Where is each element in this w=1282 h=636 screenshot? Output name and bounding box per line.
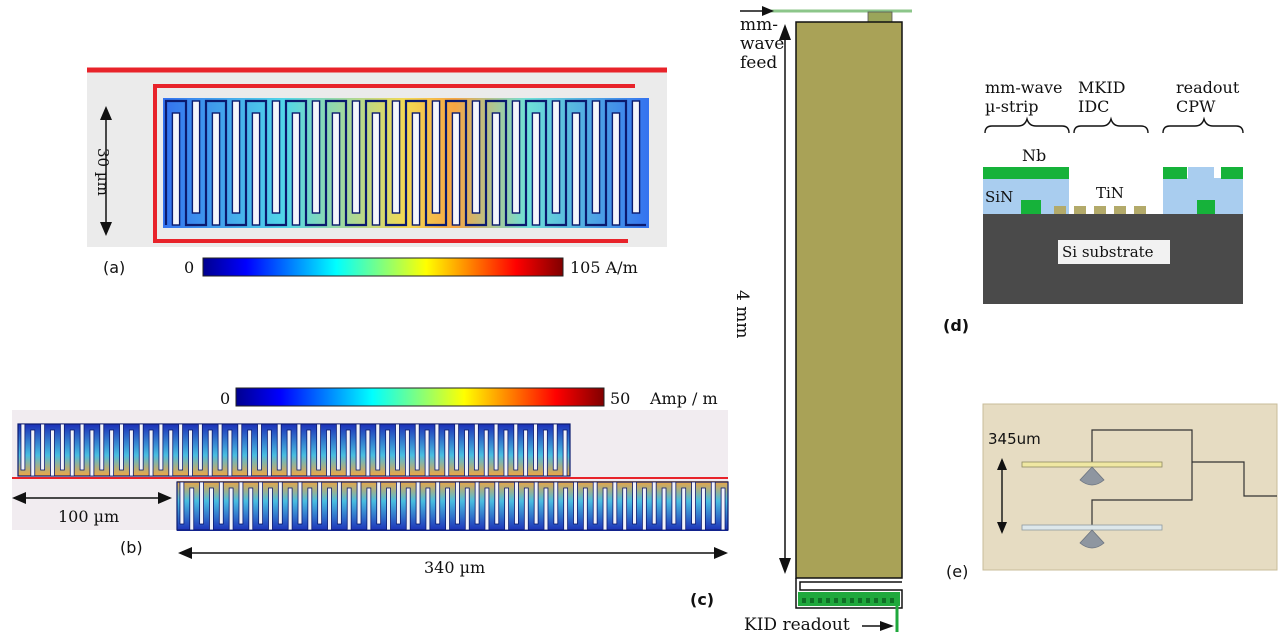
panel-d-brace-3 [1162, 116, 1244, 134]
panel-b-short-idc-fingers [17, 423, 571, 477]
panel-a-colorbar-min: 0 [184, 258, 195, 277]
panel-b-colorbar [235, 387, 605, 407]
panel-d-col2-line2: IDC [1078, 97, 1110, 116]
panel-d-tin-label: TiN [1096, 184, 1124, 202]
panel-d-tin-fingers [1054, 206, 1146, 214]
panel-c-bottom-trace [795, 578, 903, 609]
panel-d-col3-header: readout CPW [1176, 78, 1239, 116]
panel-e-feed-wiring [1192, 461, 1277, 497]
panel-b-long-idc-fingers [176, 481, 729, 531]
panel-e-dimension-label: 345um [988, 430, 1041, 448]
panel-a-idc-fingers [164, 99, 646, 227]
panel-c-capacitor [795, 21, 903, 579]
panel-c-readout-arrow [880, 621, 894, 631]
panel-d-col1-header: mm-wave µ-strip [985, 78, 1063, 116]
panel-c-feed-label-line3: feed [740, 53, 778, 73]
panel-d-col1-line2: µ-strip [985, 97, 1039, 116]
panel-c-coupler-teeth [802, 598, 894, 603]
panel-d-substrate-label: Si substrate [1062, 243, 1154, 261]
panel-e-top-strip [1021, 461, 1163, 468]
panel-b-colorbar-max: 50 [610, 389, 631, 408]
panel-d-nb-strip [983, 167, 1069, 179]
panel-d-brace-2 [1073, 116, 1149, 134]
panel-d-col3-line1: readout [1176, 78, 1240, 97]
panel-a-colorbar-max: 105 A/m [570, 258, 638, 277]
panel-d-nb-ground [1021, 200, 1041, 214]
panel-e-background [982, 403, 1278, 571]
panel-e-readout-wiring [1091, 429, 1193, 538]
panel-a-colorbar [202, 257, 564, 277]
panel-c-label: (c) [690, 590, 715, 609]
panel-e-bottom-strip [1021, 524, 1163, 531]
panel-d-cpw-right [1221, 167, 1243, 179]
panel-b-long-dimension: 340 µm [424, 558, 486, 577]
panel-d-cpw-left [1163, 167, 1187, 179]
panel-d-col1-line1: mm-wave [985, 78, 1063, 97]
panel-b-colorbar-min: 0 [220, 389, 231, 408]
panel-d-nb-label: Nb [1022, 146, 1047, 165]
panel-a-label: (a) [103, 258, 126, 277]
panel-c-feed-label: mm- wave feed [740, 16, 784, 73]
panel-d-substrate-label-box [1058, 240, 1170, 264]
panel-c-feed-label-line2: wave [740, 34, 785, 54]
panel-c-feed-label-line1: mm- [740, 15, 778, 35]
panel-d-sin-label: SiN [985, 188, 1014, 206]
panel-d-label: (d) [943, 316, 970, 335]
panel-e-top-coupler [1079, 466, 1105, 486]
panel-d-col2-header: MKID IDC [1078, 78, 1125, 116]
panel-c-readout-label: KID readout [744, 615, 850, 635]
panel-d-brace-1 [984, 116, 1070, 134]
panel-a-inner-red-line [153, 84, 635, 243]
panel-d-col2-line1: MKID [1078, 78, 1126, 97]
panel-c-feed-arrow [762, 6, 774, 16]
panel-b-label: (b) [120, 538, 143, 557]
panel-b-colorbar-unit: Amp / m [650, 389, 718, 408]
panel-d-sin-right [1163, 178, 1243, 214]
panel-d-col3-line2: CPW [1176, 97, 1216, 116]
panel-b-short-dimension: 100 µm [58, 507, 120, 526]
panel-d-cpw-center [1197, 200, 1215, 214]
panel-e-label: (e) [946, 562, 969, 581]
panel-e-bottom-coupler [1079, 529, 1105, 549]
